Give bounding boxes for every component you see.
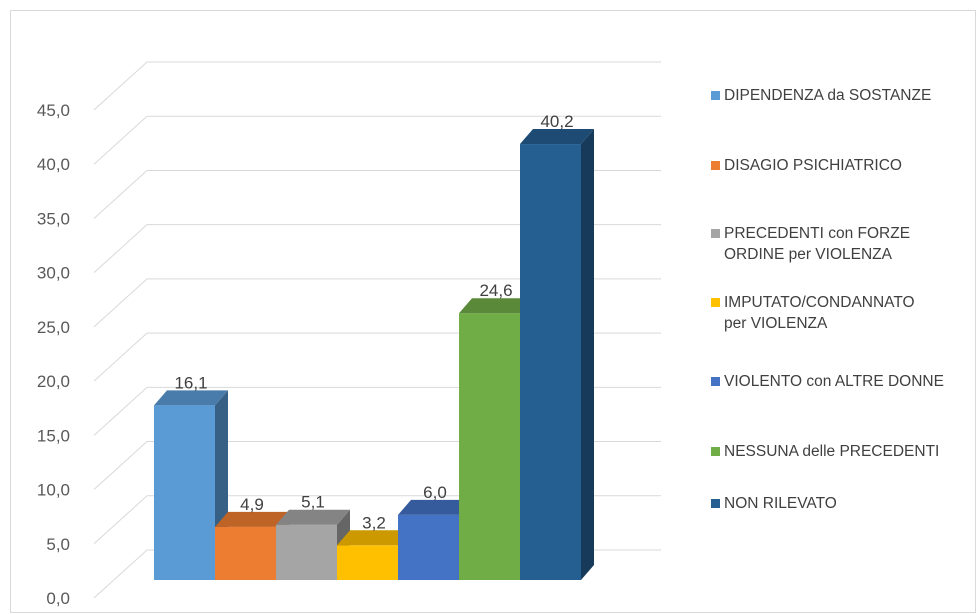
legend-item-dipendenza: DIPENDENZA da SOSTANZE bbox=[711, 85, 931, 106]
data-label: 40,2 bbox=[540, 112, 573, 131]
bar-top bbox=[276, 509, 350, 525]
bar-top bbox=[459, 298, 533, 314]
gridline bbox=[93, 278, 661, 328]
bar bbox=[276, 524, 337, 580]
y-tick-label: 10,0 bbox=[37, 481, 70, 500]
legend-item-disagio: DISAGIO PSICHIATRICO bbox=[711, 155, 902, 176]
y-tick-label: 45,0 bbox=[37, 101, 70, 120]
legend-item-violento: VIOLENTO con ALTRE DONNE bbox=[711, 371, 944, 392]
y-tick-label: 35,0 bbox=[37, 209, 70, 228]
data-label: 24,6 bbox=[479, 281, 512, 300]
y-tick-label: 0,0 bbox=[46, 589, 70, 608]
y-tick-label: 40,0 bbox=[37, 155, 70, 174]
bar-top bbox=[337, 530, 411, 546]
legend-label: NON RILEVATO bbox=[724, 495, 837, 512]
legend-swatch bbox=[711, 377, 720, 386]
data-label: 5,1 bbox=[301, 493, 325, 512]
bar bbox=[154, 405, 215, 580]
data-label: 16,1 bbox=[174, 373, 207, 392]
bar-top bbox=[520, 129, 594, 145]
bar bbox=[337, 545, 398, 580]
y-tick-label: 5,0 bbox=[46, 535, 70, 554]
legend-item-imputato: IMPUTATO/CONDANNATO per VIOLENZA bbox=[711, 292, 915, 334]
legend-item-nessuna: NESSUNA delle PRECEDENTI bbox=[711, 441, 939, 462]
legend-swatch bbox=[711, 91, 720, 100]
legend-swatch bbox=[711, 229, 720, 238]
legend-label: IMPUTATO/CONDANNATO per VIOLENZA bbox=[724, 294, 915, 332]
legend-label: VIOLENTO con ALTRE DONNE bbox=[724, 373, 944, 390]
bar-top bbox=[154, 390, 228, 406]
legend-label: PRECEDENTI con FORZE ORDINE per VIOLENZA bbox=[724, 225, 911, 263]
bar bbox=[398, 514, 459, 580]
data-label: 3,2 bbox=[362, 513, 386, 532]
gridline bbox=[93, 169, 661, 219]
y-tick-label: 25,0 bbox=[37, 318, 70, 337]
legend-swatch bbox=[711, 447, 720, 456]
bar bbox=[520, 144, 581, 580]
bar bbox=[459, 313, 520, 580]
legend-swatch bbox=[711, 161, 720, 170]
legend-label: DIPENDENZA da SOSTANZE bbox=[724, 87, 932, 104]
legend-swatch bbox=[711, 298, 720, 307]
legend-swatch bbox=[711, 499, 720, 508]
legend-item-precedenti: PRECEDENTI con FORZE ORDINE per VIOLENZA bbox=[711, 223, 910, 265]
bar bbox=[215, 526, 276, 580]
legend-item-non-rilevato: NON RILEVATO bbox=[711, 493, 837, 514]
gridline bbox=[93, 61, 661, 111]
bar-top bbox=[215, 511, 289, 527]
legend-label: NESSUNA delle PRECEDENTI bbox=[724, 443, 940, 460]
gridline bbox=[93, 224, 661, 274]
gridline bbox=[93, 115, 661, 165]
legend-label: DISAGIO PSICHIATRICO bbox=[724, 157, 902, 174]
y-tick-label: 30,0 bbox=[37, 264, 70, 283]
bar-side bbox=[581, 129, 594, 580]
y-tick-label: 20,0 bbox=[37, 372, 70, 391]
chart-frame bbox=[10, 10, 976, 613]
y-tick-label: 15,0 bbox=[37, 426, 70, 445]
bar-top bbox=[398, 499, 472, 515]
data-label: 6,0 bbox=[423, 483, 447, 502]
data-label: 4,9 bbox=[240, 495, 264, 514]
